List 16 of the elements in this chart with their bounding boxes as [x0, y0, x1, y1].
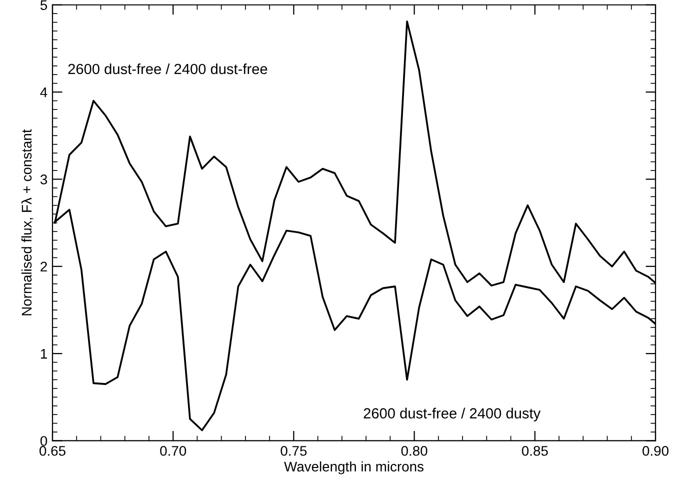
- y-tick-label: 1: [40, 349, 47, 359]
- y-tick-label: 3: [40, 174, 48, 184]
- y-axis-title: Normalised flux, Fλ + constant: [21, 129, 34, 316]
- x-tick-label: 0.85: [522, 446, 548, 456]
- x-tick-label: 0.80: [401, 446, 428, 456]
- x-axis-title: Wavelength in microns: [284, 461, 424, 474]
- annotation: 2600 dust-free / 2400 dusty: [364, 408, 541, 422]
- x-tick-label: 0.70: [160, 446, 186, 456]
- y-tick-label: 5: [40, 0, 48, 10]
- x-tick-label: 0.75: [280, 446, 307, 456]
- x-tick-label: 0.65: [40, 446, 66, 456]
- x-tick-label: 0.90: [642, 446, 668, 456]
- y-tick-label: 4: [40, 88, 48, 98]
- y-tick-label: 0: [40, 436, 48, 446]
- annotation: 2600 dust-free / 2400 dust-free: [68, 63, 268, 74]
- y-tick-label: 2: [40, 262, 47, 272]
